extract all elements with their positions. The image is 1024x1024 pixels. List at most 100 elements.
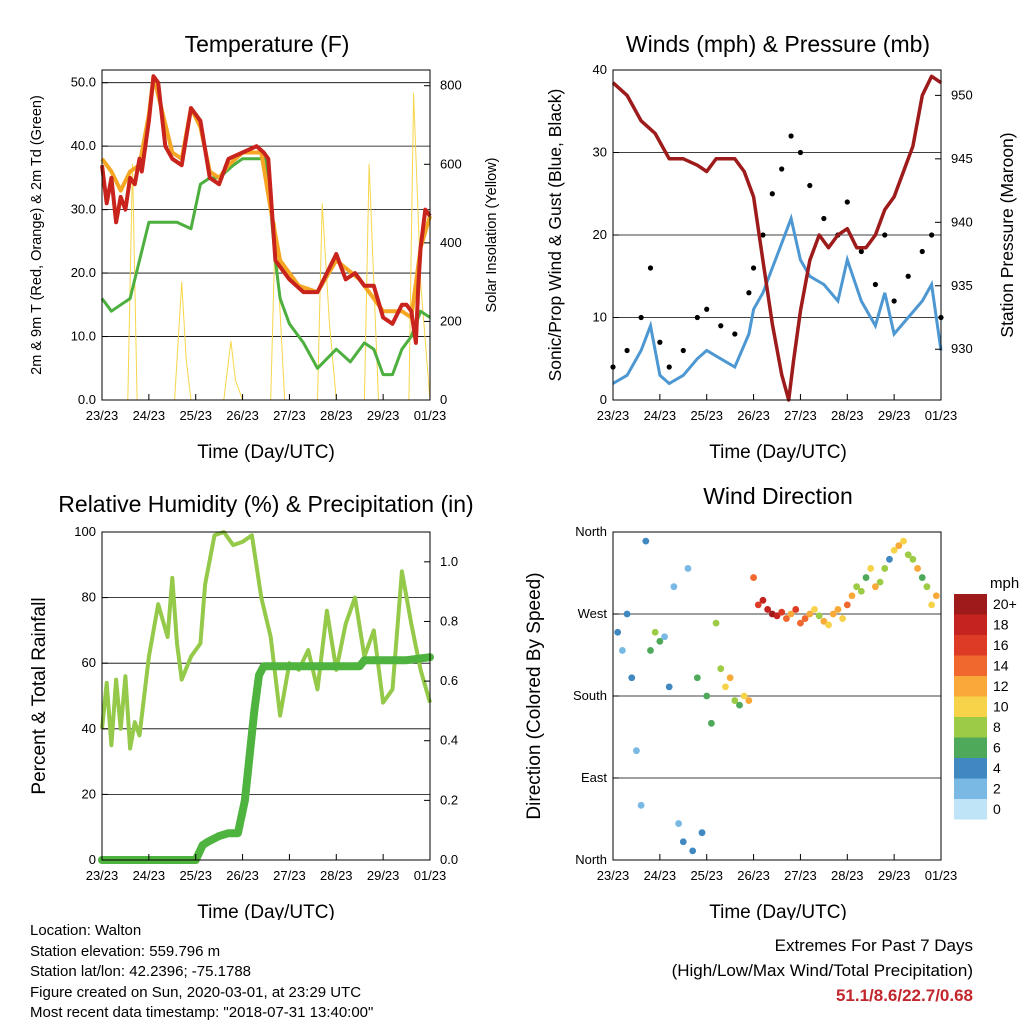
- y-tick-label: South: [573, 688, 607, 703]
- y-tick-label: 40: [593, 62, 607, 77]
- series-line-pressure: [611, 74, 942, 402]
- direction-point: [689, 847, 697, 855]
- y2-tick-label: 950: [951, 87, 973, 102]
- x-tick-label: 23/23: [597, 408, 630, 423]
- gust-point: [638, 314, 644, 321]
- direction-point: [787, 610, 795, 618]
- y-tick-label: 0.0: [78, 392, 96, 407]
- y2-tick-label: 1.0: [440, 554, 458, 569]
- y2-tick-label: 0.2: [440, 792, 458, 807]
- gust-point: [760, 232, 766, 238]
- gust-point: [624, 347, 630, 354]
- elevation-text: Station elevation: 559.796 m: [30, 942, 221, 960]
- direction-point: [698, 829, 706, 837]
- x-tick-label: 01/23: [925, 868, 958, 883]
- direction-point: [712, 619, 720, 627]
- y-tick-label: West: [578, 606, 608, 621]
- x-tick-label: 29/23: [367, 408, 400, 423]
- x-tick-label: 26/23: [737, 868, 770, 883]
- station-info: Location: Walton Station elevation: 559.…: [30, 921, 373, 1024]
- direction-point: [862, 574, 870, 581]
- direction-point: [890, 546, 898, 554]
- direction-point: [853, 583, 861, 591]
- legend-swatch: [954, 635, 987, 656]
- direction-point: [693, 674, 701, 682]
- legend-label: 6: [993, 740, 1001, 756]
- gust-point: [750, 265, 757, 271]
- direction-point: [923, 583, 931, 591]
- y-tick-label: 20.0: [71, 265, 96, 280]
- y-tick-label: 40.0: [71, 138, 96, 153]
- y2-tick-label: 0.6: [440, 673, 458, 688]
- x-tick-label: 28/23: [831, 868, 864, 883]
- y-tick-label: North: [575, 524, 607, 539]
- temperature-xlabel: Time (Day/UTC): [197, 442, 335, 463]
- direction-point: [881, 565, 889, 572]
- gust-point: [821, 215, 827, 222]
- winds-title: Winds (mph) & Pressure (mb): [626, 31, 930, 57]
- series-line-total-precipitation: [98, 653, 434, 864]
- series-line-solar-insolation: [102, 93, 431, 401]
- winds-panel: Winds (mph) & Pressure (mb) 23/23 24/23 25…: [545, 31, 1017, 463]
- humidity-plot-frame: [101, 531, 431, 861]
- y2-tick-label: 0: [440, 392, 447, 407]
- direction-point: [825, 621, 832, 629]
- direction-point: [801, 615, 809, 622]
- y2-tick-label: 940: [951, 214, 973, 229]
- x-tick-label: 23/23: [86, 868, 119, 883]
- direction-point: [834, 606, 842, 613]
- y-tick-label: North: [575, 852, 607, 867]
- recent-timestamp-text: Most recent data timestamp: "2018-07-31 …: [30, 1004, 374, 1021]
- x-tick-label: 23/23: [597, 868, 630, 883]
- humidity-ylabel-left: Percent & Total Rainfall: [29, 597, 50, 794]
- direction-point: [792, 606, 800, 613]
- x-tick-label: 01/23: [414, 408, 447, 423]
- gust-point: [718, 323, 724, 329]
- direction-point: [708, 719, 715, 727]
- temperature-plot-frame: [101, 69, 431, 401]
- gust-point: [694, 314, 700, 321]
- direction-point: [726, 674, 734, 682]
- x-tick-label: 25/23: [179, 868, 212, 883]
- direction-title: Wind Direction: [703, 483, 853, 509]
- direction-point: [642, 537, 650, 545]
- direction-point: [675, 820, 682, 827]
- direction-point: [651, 628, 659, 636]
- direction-point: [829, 610, 837, 618]
- temperature-panel: Temperature (F) 23/23 24/23 25/23 26/23 27/2…: [29, 31, 500, 463]
- direction-panel: Wind Direction 23/23 24/23 25/23 26/23 27/23…: [524, 483, 1019, 920]
- legend-swatch: [954, 799, 987, 820]
- x-tick-label: 26/23: [226, 408, 259, 423]
- figure: Temperature (F) 23/23 24/23 25/23 26/23 27/2…: [29, 31, 1019, 920]
- direction-point: [778, 608, 786, 616]
- direction-point: [900, 537, 907, 545]
- x-tick-label: 27/23: [784, 408, 817, 423]
- extremes-subtitle: (High/Low/Max Wind/Total Precipitation): [671, 961, 973, 980]
- direction-point: [731, 697, 739, 704]
- legend-swatch: [954, 594, 987, 615]
- y-tick-label: East: [581, 770, 607, 785]
- series-line-wind: [612, 213, 943, 386]
- direction-point: [932, 592, 940, 600]
- gust-point: [858, 248, 864, 255]
- gust-point: [647, 265, 654, 271]
- humidity-xlabel: Time (Day/UTC): [197, 902, 335, 920]
- created-text: Figure created on Sun, 2020-03-01, at 23…: [30, 983, 362, 1001]
- direction-point: [745, 697, 753, 704]
- direction-point: [656, 637, 664, 645]
- legend-label: 20+: [993, 596, 1017, 612]
- y2-tick-label: 400: [440, 235, 462, 250]
- gust-point: [704, 306, 710, 312]
- legend-swatch: [954, 696, 987, 717]
- direction-point: [914, 565, 921, 572]
- location-text: Location: Walton: [30, 922, 142, 939]
- extremes-values: 51.1/8.6/22.7/0.68: [835, 986, 973, 1005]
- speed-legend: 20+ 18 16 14 12 10 8 6 4 2 0: [954, 594, 1017, 820]
- direction-point: [623, 610, 631, 618]
- x-tick-label: 25/23: [690, 868, 723, 883]
- gust-point: [872, 281, 879, 288]
- extremes-box: Extremes For Past 7 Days (High/Low/Max W…: [672, 933, 973, 1008]
- y2-tick-label: 0.4: [440, 733, 458, 748]
- legend-label: 14: [993, 658, 1009, 674]
- direction-point: [754, 601, 762, 609]
